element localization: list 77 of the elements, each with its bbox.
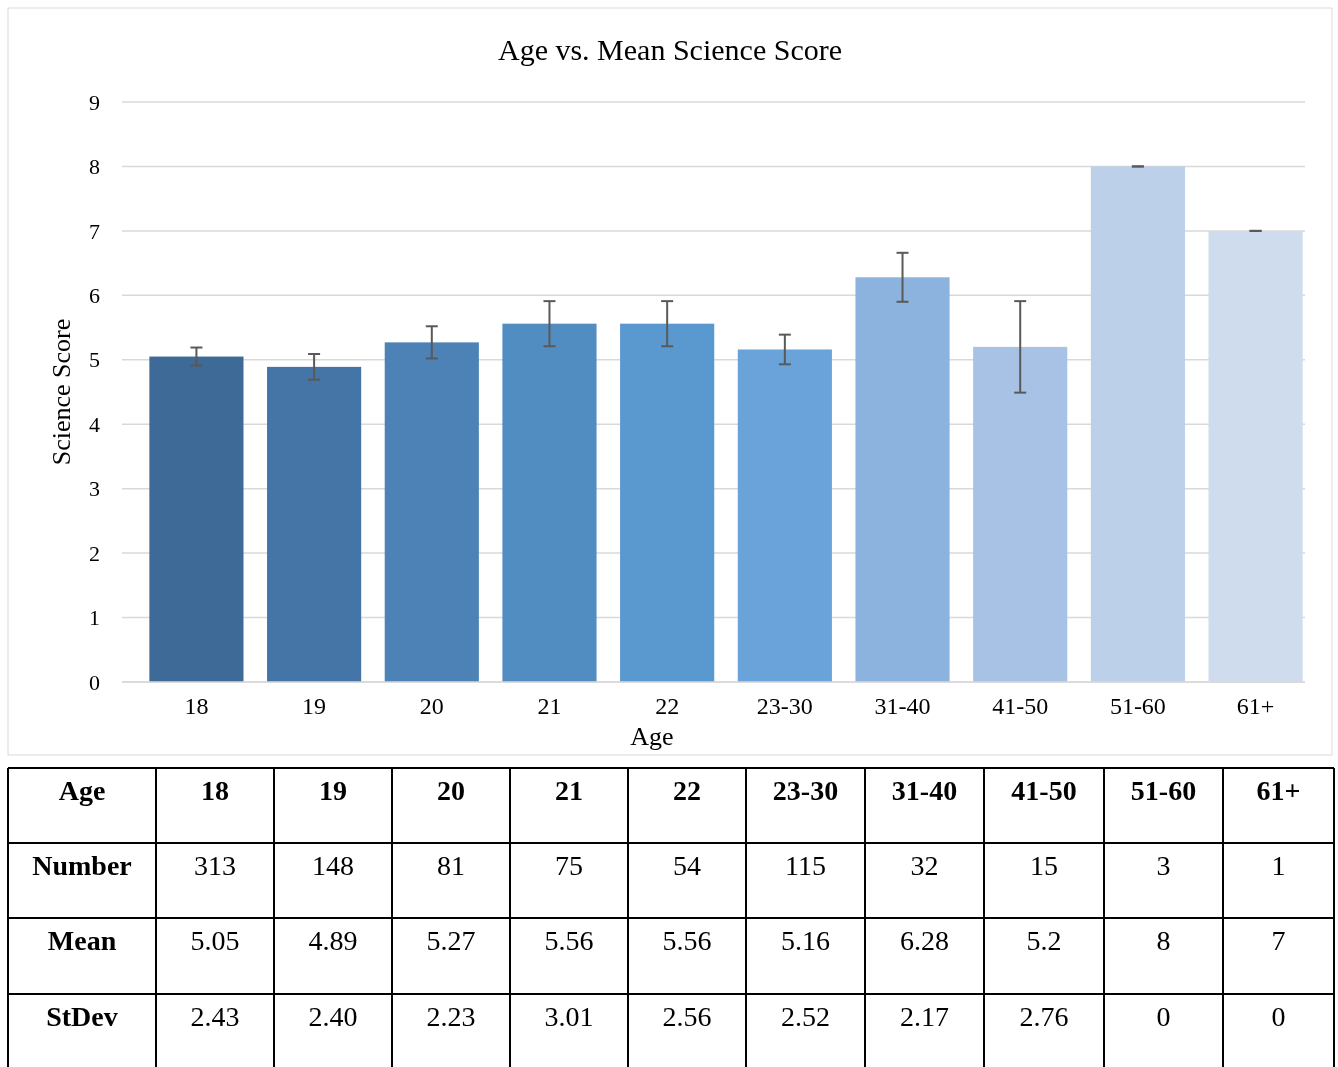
- y-tick-label: 7: [89, 218, 100, 244]
- y-tick-label: 0: [89, 669, 100, 695]
- x-tick-label: 23-30: [756, 693, 813, 719]
- x-tick-label: 31-40: [874, 693, 931, 719]
- text: 15: [1030, 850, 1058, 881]
- text: 2.17: [900, 1001, 949, 1032]
- category-label: 41-50: [1011, 775, 1077, 806]
- text: 115: [785, 850, 826, 881]
- bar: [973, 346, 1068, 682]
- bar: [384, 342, 479, 682]
- y-tick-label: 9: [89, 89, 100, 115]
- text: 0: [1271, 1001, 1286, 1032]
- category-label: 51-60: [1130, 775, 1197, 806]
- category-label: 22: [673, 775, 701, 806]
- x-tick-label: 19: [302, 693, 327, 719]
- x-tick-label: 22: [655, 693, 680, 719]
- chart-title: Age vs. Mean Science Score: [497, 33, 843, 66]
- bar: [1208, 230, 1303, 682]
- data-label: 8: [1156, 925, 1171, 956]
- x-tick-label: 21: [537, 693, 562, 719]
- text: Age: [58, 775, 106, 806]
- y-tick-label: 3: [89, 476, 100, 502]
- y-tick-label: 4: [89, 411, 100, 437]
- data-label: 5.27: [426, 925, 476, 956]
- text: 313: [194, 850, 236, 881]
- y-tick-label: 5: [89, 347, 100, 373]
- category-label: 21: [555, 775, 583, 806]
- data-label: 4.89: [308, 925, 358, 956]
- data-label: 5.56: [544, 925, 594, 956]
- text: Mean: [47, 925, 117, 956]
- bar: [267, 366, 362, 682]
- text: 2.56: [662, 1001, 712, 1032]
- text: 1: [1271, 850, 1286, 881]
- text: 54: [673, 850, 701, 881]
- bar: [620, 323, 715, 682]
- bar: [149, 356, 244, 682]
- data-label: 7: [1271, 925, 1286, 956]
- data-label: 5.2: [1026, 925, 1062, 956]
- text: StDev: [46, 1001, 118, 1032]
- x-tick-label: 41-50: [992, 693, 1049, 719]
- bar: [1090, 166, 1185, 682]
- y-tick-label: 1: [89, 605, 100, 631]
- x-tick-label: 51-60: [1109, 693, 1166, 719]
- text: 2.76: [1019, 1001, 1069, 1032]
- text: 148: [312, 850, 354, 881]
- x-axis-title: Age: [630, 722, 674, 751]
- bar: [855, 277, 950, 682]
- text: 75: [555, 850, 583, 881]
- x-tick-label: 61+: [1236, 693, 1275, 719]
- text: 0: [1156, 1001, 1171, 1032]
- y-axis-title: Science Score: [47, 318, 76, 466]
- text: 2.52: [781, 1001, 830, 1032]
- text: 2.43: [190, 1001, 240, 1032]
- text: Number: [32, 850, 132, 881]
- y-tick-label: 6: [89, 283, 100, 309]
- bar: [737, 349, 832, 682]
- data-label: 5.05: [190, 925, 240, 956]
- data-label: 5.56: [662, 925, 712, 956]
- x-tick-label: 18: [184, 693, 209, 719]
- category-label: 61+: [1256, 775, 1301, 806]
- category-label: 20: [437, 775, 465, 806]
- y-tick-label: 2: [89, 540, 100, 566]
- data-label: 6.28: [900, 925, 949, 956]
- text: 81: [437, 850, 465, 881]
- text: 32: [910, 850, 939, 881]
- bar: [502, 323, 597, 682]
- text: 3.01: [544, 1001, 594, 1032]
- category-label: 19: [319, 775, 347, 806]
- category-label: 18: [201, 775, 229, 806]
- category-label: 31-40: [891, 775, 958, 806]
- text: 2.23: [426, 1001, 476, 1032]
- y-tick-label: 8: [89, 154, 100, 180]
- x-tick-label: 20: [419, 693, 444, 719]
- text: 2.40: [308, 1001, 358, 1032]
- text: 3: [1156, 850, 1171, 881]
- category-label: 23-30: [772, 775, 839, 806]
- data-label: 5.16: [781, 925, 830, 956]
